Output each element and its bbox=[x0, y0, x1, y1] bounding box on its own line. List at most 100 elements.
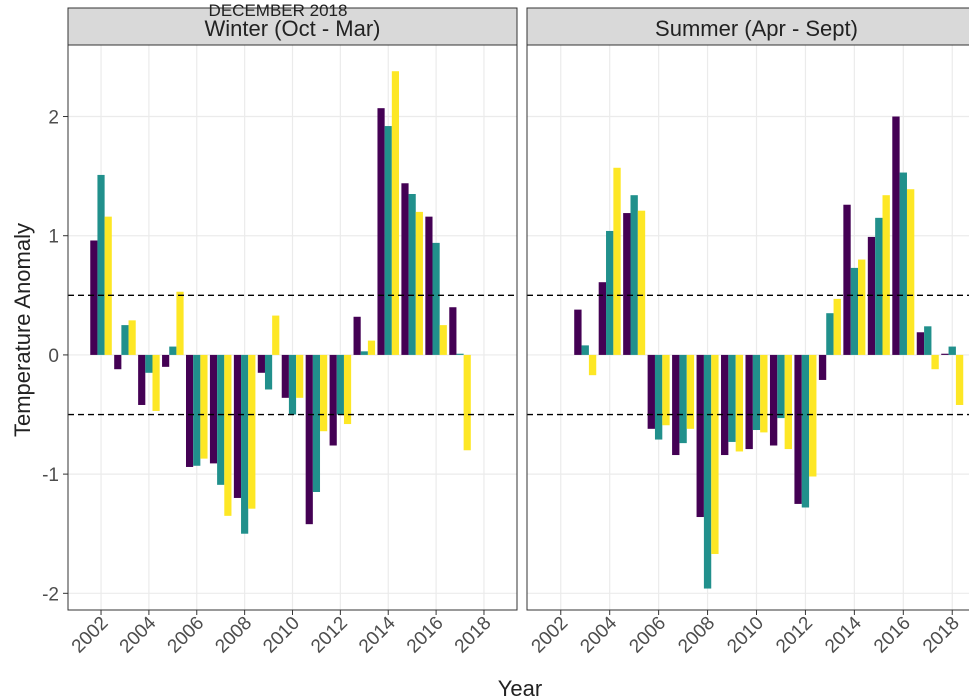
bar bbox=[152, 354, 160, 411]
panel-border bbox=[526, 44, 969, 611]
bar bbox=[703, 354, 712, 589]
x-tick-label: 2018 bbox=[451, 613, 496, 658]
x-tick-label: 2018 bbox=[919, 613, 964, 658]
bar bbox=[425, 216, 433, 355]
x-tick-label: 2002 bbox=[68, 613, 113, 658]
bar bbox=[367, 340, 376, 355]
bar bbox=[305, 354, 313, 525]
bar bbox=[850, 267, 859, 355]
bar bbox=[637, 210, 646, 355]
bar bbox=[613, 167, 621, 355]
bar bbox=[784, 354, 792, 450]
panel-border bbox=[67, 44, 518, 611]
bar bbox=[391, 71, 400, 355]
bar bbox=[769, 354, 778, 446]
bar bbox=[233, 354, 242, 498]
bar bbox=[296, 354, 304, 398]
bar bbox=[121, 325, 129, 355]
bar bbox=[200, 354, 208, 459]
x-tick-label: 2002 bbox=[528, 613, 573, 658]
bar bbox=[329, 354, 337, 446]
bar bbox=[408, 193, 416, 355]
bar bbox=[924, 326, 932, 355]
bar bbox=[777, 354, 785, 419]
bar bbox=[686, 354, 695, 429]
bar bbox=[882, 195, 890, 355]
bar bbox=[809, 354, 817, 477]
bar bbox=[128, 320, 136, 355]
x-tick-label: 2014 bbox=[821, 612, 866, 657]
bar bbox=[574, 309, 582, 355]
bar bbox=[185, 354, 194, 467]
bar bbox=[439, 325, 447, 355]
bar bbox=[654, 354, 663, 440]
bar bbox=[760, 354, 768, 433]
bar bbox=[353, 316, 361, 355]
strip bbox=[67, 7, 518, 46]
bar bbox=[843, 204, 851, 355]
bar bbox=[875, 217, 883, 355]
bar bbox=[826, 313, 834, 355]
y-tick-label: -1 bbox=[42, 465, 59, 486]
bar bbox=[449, 307, 457, 355]
bar bbox=[193, 354, 201, 466]
bar bbox=[176, 291, 184, 355]
bar bbox=[672, 354, 680, 456]
bar bbox=[892, 116, 900, 355]
x-tick-label: 2012 bbox=[772, 613, 817, 658]
bar bbox=[801, 354, 810, 508]
bar bbox=[217, 354, 225, 485]
bar bbox=[360, 351, 368, 355]
bar bbox=[598, 282, 607, 355]
bar bbox=[818, 354, 827, 380]
y-tick-label: 0 bbox=[48, 346, 59, 367]
bar bbox=[312, 354, 321, 492]
bar bbox=[647, 354, 655, 429]
bar bbox=[899, 172, 907, 355]
bar bbox=[241, 354, 249, 534]
bar bbox=[224, 354, 232, 516]
bar bbox=[257, 354, 265, 373]
y-axis-label: Temperature Anomaly bbox=[10, 223, 35, 437]
y-tick-label: 1 bbox=[48, 227, 59, 248]
strip bbox=[526, 7, 969, 46]
bar bbox=[401, 183, 409, 355]
x-tick-label: 2008 bbox=[674, 613, 719, 658]
bar bbox=[104, 216, 112, 355]
bar bbox=[948, 346, 956, 355]
bar bbox=[630, 195, 638, 355]
bar bbox=[264, 354, 273, 390]
x-tick-label: 2004 bbox=[116, 612, 161, 657]
bar bbox=[114, 354, 122, 370]
bar bbox=[336, 354, 344, 415]
x-tick-label: 2010 bbox=[723, 613, 768, 658]
x-tick-label: 2014 bbox=[355, 612, 400, 657]
y-tick-label: 2 bbox=[48, 108, 59, 129]
x-tick-label: 2016 bbox=[403, 613, 448, 658]
bar bbox=[931, 354, 939, 370]
bar bbox=[209, 354, 218, 464]
bar bbox=[162, 354, 170, 367]
bar bbox=[745, 354, 753, 450]
bar bbox=[955, 354, 964, 405]
x-tick-label: 2012 bbox=[307, 613, 352, 658]
bar bbox=[138, 354, 146, 405]
y-tick-label: -2 bbox=[42, 584, 59, 605]
bar bbox=[432, 242, 440, 355]
x-tick-label: 2006 bbox=[164, 613, 209, 658]
bar bbox=[696, 354, 704, 518]
bar bbox=[721, 354, 729, 456]
bar bbox=[858, 259, 866, 355]
x-tick-label: 2008 bbox=[211, 613, 256, 658]
x-tick-label: 2010 bbox=[259, 613, 304, 658]
bar bbox=[752, 354, 761, 431]
bar bbox=[916, 332, 925, 355]
bar bbox=[941, 353, 949, 355]
x-tick-label: 2004 bbox=[576, 612, 621, 657]
bar bbox=[145, 354, 153, 373]
x-tick-label: 2016 bbox=[870, 613, 915, 658]
bar bbox=[288, 354, 297, 415]
x-axis-label: Year bbox=[498, 676, 542, 698]
bar bbox=[248, 354, 256, 509]
